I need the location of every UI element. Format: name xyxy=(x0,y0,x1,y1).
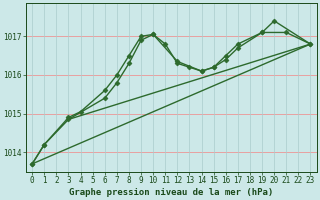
X-axis label: Graphe pression niveau de la mer (hPa): Graphe pression niveau de la mer (hPa) xyxy=(69,188,274,197)
